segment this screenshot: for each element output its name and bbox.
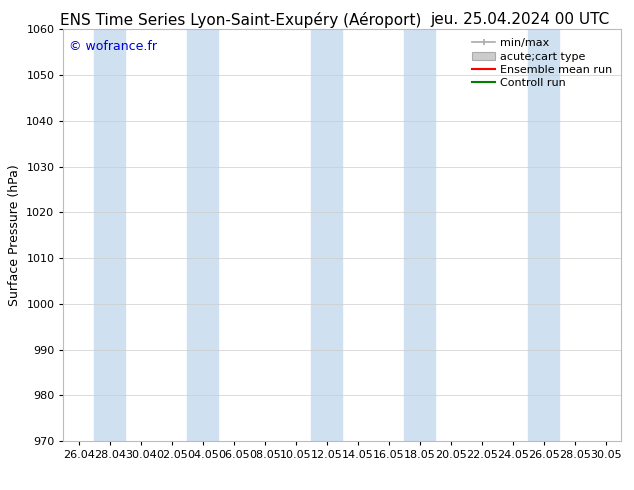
Bar [404,29,436,441]
Y-axis label: Surface Pressure (hPa): Surface Pressure (hPa) [8,164,21,306]
Bar [188,29,218,441]
Bar [528,29,559,441]
Text: ENS Time Series Lyon-Saint-Exupéry (Aéroport): ENS Time Series Lyon-Saint-Exupéry (Aéro… [60,12,422,28]
Bar [94,29,126,441]
Bar [311,29,342,441]
Text: jeu. 25.04.2024 00 UTC: jeu. 25.04.2024 00 UTC [430,12,609,27]
Text: © wofrance.fr: © wofrance.fr [69,40,157,53]
Legend: min/max, acute;cart type, Ensemble mean run, Controll run: min/max, acute;cart type, Ensemble mean … [469,35,616,92]
